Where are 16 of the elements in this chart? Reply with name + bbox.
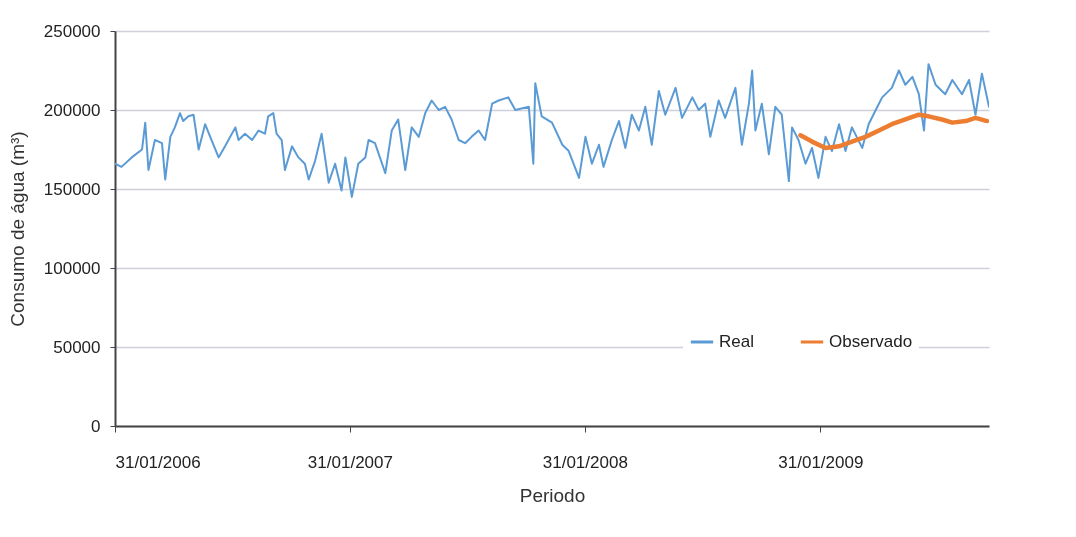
x-tick-label: 31/01/2009 (778, 452, 864, 472)
y-tick-label: 150000 (43, 179, 101, 199)
line-series (115, 63, 989, 198)
y-tick-label: 200000 (43, 100, 101, 120)
x-axis-title: Periodo (519, 484, 586, 506)
legend-label: Observado (829, 332, 913, 351)
x-tick-label: 31/01/2007 (307, 452, 393, 472)
legend-label: Real (719, 332, 754, 351)
y-tick-label: 0 (91, 416, 101, 436)
y-tick-label: 50000 (53, 337, 101, 357)
x-tick-label: 31/01/2008 (542, 452, 628, 472)
y-tick-label: 250000 (43, 21, 101, 41)
y-tick-label: 100000 (43, 258, 101, 278)
line-series (798, 112, 989, 151)
y-axis-title: Consumo de água (m³) (6, 131, 28, 327)
x-tick-label: 31/01/2006 (115, 452, 201, 472)
